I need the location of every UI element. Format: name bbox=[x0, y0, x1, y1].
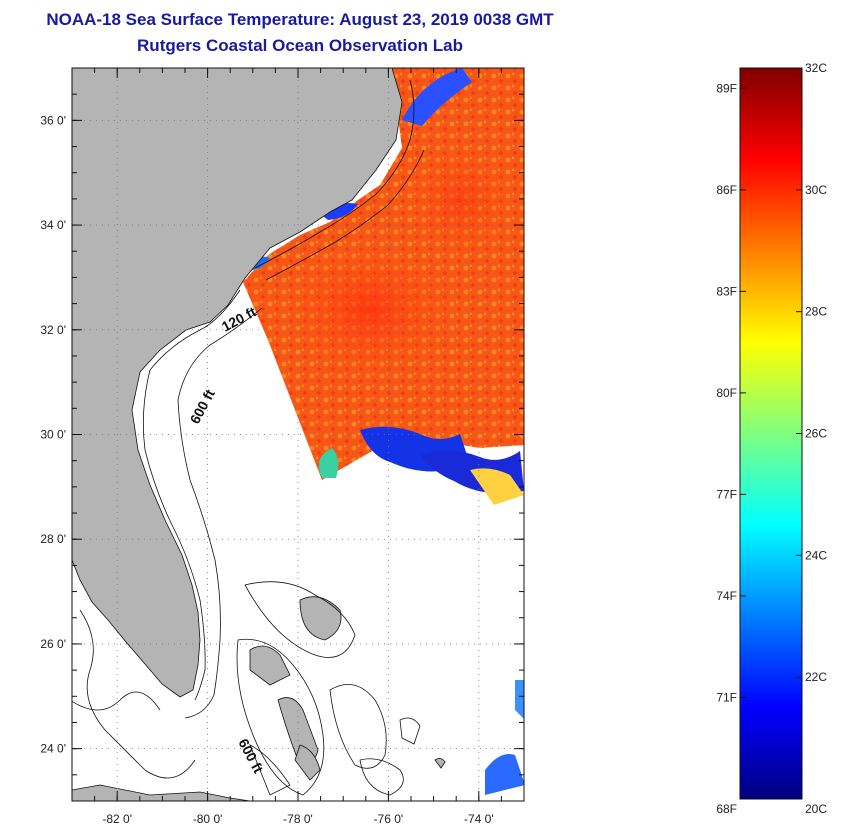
lon-tick-label: -80 0' bbox=[193, 812, 223, 826]
lat-tick-label: 30 0' bbox=[40, 428, 66, 442]
fahrenheit-tick-label: 89F bbox=[716, 81, 737, 95]
celsius-tick-label: 20C bbox=[805, 802, 827, 816]
celsius-tick-label: 22C bbox=[805, 670, 827, 684]
fahrenheit-tick-label: 80F bbox=[716, 386, 737, 400]
lat-lon-grid bbox=[72, 68, 524, 801]
lon-tick-label: -78 0' bbox=[283, 812, 313, 826]
sst-map: 120 ft 600 ft 600 ft -82 0' -80 0' -78 0' -… bbox=[40, 67, 525, 826]
lat-tick-label: 24 0' bbox=[40, 742, 66, 756]
sst-swath bbox=[243, 68, 524, 795]
celsius-tick-label: 28C bbox=[805, 305, 827, 319]
lon-tick-label: -76 0' bbox=[374, 812, 404, 826]
lat-tick-label: 36 0' bbox=[40, 113, 66, 127]
map-axis-labels: -82 0' -80 0' -78 0' -76 0' -74 0' 24 0' 26 0'… bbox=[40, 113, 493, 826]
lon-tick-label: -74 0' bbox=[464, 812, 494, 826]
fahrenheit-tick-label: 68F bbox=[716, 802, 737, 816]
fahrenheit-tick-label: 74F bbox=[716, 589, 737, 603]
celsius-tick-label: 26C bbox=[805, 427, 827, 441]
page-title: NOAA-18 Sea Surface Temperature: August … bbox=[46, 10, 554, 29]
temperature-colorbar: 32C 30C 28C 26C 24C 22C 20C 89F 86F 83F 80F 77F 74F 7… bbox=[716, 61, 827, 816]
fahrenheit-tick-label: 86F bbox=[716, 183, 737, 197]
lat-tick-label: 34 0' bbox=[40, 218, 66, 232]
fahrenheit-tick-label: 77F bbox=[716, 487, 737, 501]
colorbar-gradient bbox=[739, 67, 803, 800]
lat-tick-label: 28 0' bbox=[40, 532, 66, 546]
map-ticks bbox=[71, 67, 525, 802]
lon-tick-label: -82 0' bbox=[102, 812, 132, 826]
page-subtitle: Rutgers Coastal Ocean Observation Lab bbox=[137, 36, 463, 55]
colorbar-ticks: 32C 30C 28C 26C 24C 22C 20C 89F 86F 83F 80F 77F 74F 7… bbox=[716, 61, 827, 816]
fahrenheit-tick-label: 71F bbox=[716, 690, 737, 704]
lat-tick-label: 26 0' bbox=[40, 637, 66, 651]
land bbox=[72, 68, 446, 801]
celsius-tick-label: 30C bbox=[805, 183, 827, 197]
bathymetry-contours bbox=[72, 79, 425, 796]
lat-tick-label: 32 0' bbox=[40, 323, 66, 337]
celsius-tick-label: 32C bbox=[805, 61, 827, 75]
celsius-tick-label: 24C bbox=[805, 548, 827, 562]
fahrenheit-tick-label: 83F bbox=[716, 284, 737, 298]
